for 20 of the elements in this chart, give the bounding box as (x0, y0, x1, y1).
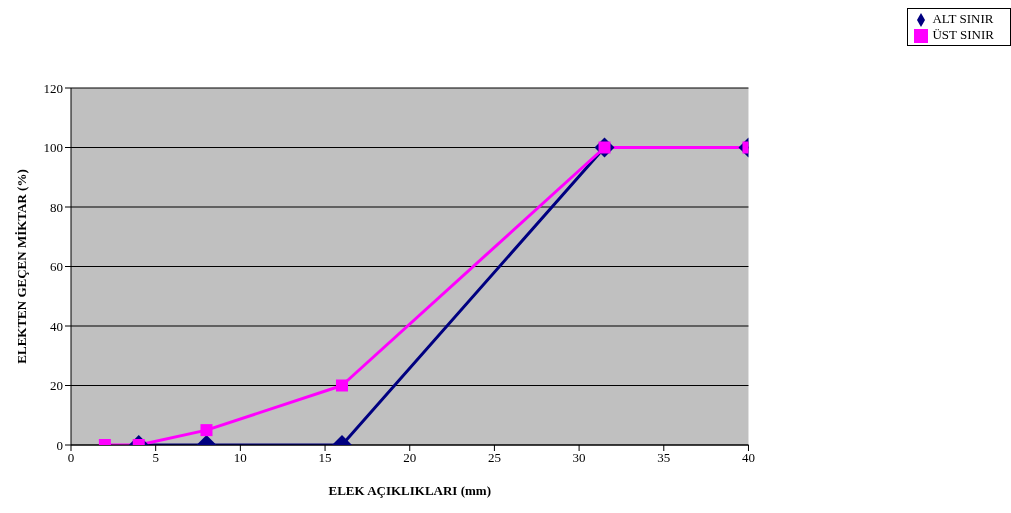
y-tick-label: 120 (43, 80, 63, 96)
x-tick-label: 20 (403, 450, 417, 466)
legend-label: ALT SINIR (932, 11, 994, 26)
y-tick-label: 0 (56, 437, 63, 453)
x-axis-title: ELEK AÇIKLIKLARI (mm) (328, 483, 491, 498)
x-tick-label: 30 (572, 450, 586, 466)
x-tick-label: 35 (657, 450, 671, 466)
legend-label: ÜST SINIR (932, 27, 994, 43)
y-tick-label: 20 (50, 378, 63, 394)
y-tick-label: 100 (43, 140, 63, 156)
x-tick-label: 10 (233, 450, 247, 466)
x-tick-label: 0 (67, 450, 75, 466)
x-tick-label: 5 (152, 450, 159, 466)
y-tick-label: 80 (50, 199, 63, 215)
x-tick-label: 40 (741, 450, 755, 466)
x-tick-label: 25 (487, 450, 501, 466)
x-tick-label: 15 (318, 450, 332, 466)
y-tick-label: 60 (50, 259, 63, 275)
y-tick-label: 40 (50, 318, 63, 334)
y-axis-title: ELEKTEN GEÇEN MİKTAR (%) (13, 169, 29, 364)
